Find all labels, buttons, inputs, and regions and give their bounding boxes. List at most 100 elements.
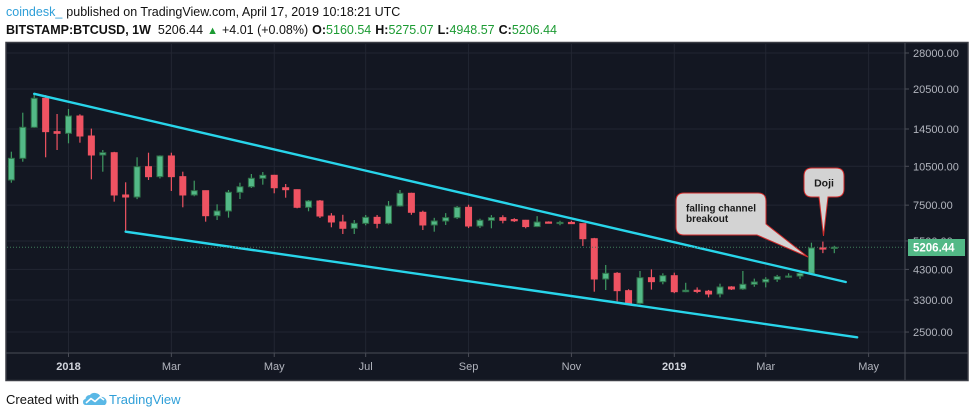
candle-up (533, 216, 541, 228)
candle-down (693, 287, 701, 294)
close-value: 5206.44 (511, 23, 558, 37)
candle-down (373, 214, 381, 229)
candle-body (499, 217, 507, 221)
candle-body (19, 126, 27, 159)
last-price: 5206.44 (157, 23, 204, 37)
candle-down (339, 214, 347, 234)
grid (7, 44, 905, 353)
price-axis-label: 20500.00 (913, 84, 959, 96)
callout-doji: Doji (803, 167, 845, 237)
candle-down (579, 223, 587, 246)
candle-body (785, 275, 793, 278)
candle-up (682, 282, 690, 293)
candle-up (30, 93, 38, 128)
candle-down (590, 237, 598, 292)
last-price-tag: 5206.44 (908, 239, 965, 256)
candle-body (773, 276, 781, 280)
price-change: +4.01 (+0.08%) (221, 23, 309, 37)
candle-body (579, 223, 587, 240)
candle-up (636, 270, 644, 305)
symbol-label: BITSTAMP:BTCUSD, 1W (6, 23, 151, 37)
candle-body (76, 115, 84, 137)
candle-body (305, 200, 313, 208)
candle-body (750, 281, 758, 285)
candle-body (602, 272, 610, 280)
candle-body (236, 186, 244, 193)
candle-body (705, 290, 713, 295)
chart: falling channel breakout Doji 28000.00 20… (5, 41, 969, 382)
candle-body (202, 190, 210, 217)
candle-down (293, 189, 301, 209)
candle-up (259, 172, 267, 185)
candle-body (762, 278, 770, 283)
candle-body (270, 174, 278, 189)
callout-text-line-2: breakout (686, 214, 729, 225)
candle-body (659, 275, 667, 283)
publish-text: published on TradingView.com, April 17, … (66, 5, 401, 19)
candle-body (625, 290, 633, 304)
candle-up (350, 220, 358, 234)
last-price-tag-label: 5206.44 (913, 243, 955, 255)
candle-body (293, 189, 301, 208)
tradingview-logo-icon[interactable] (82, 392, 107, 406)
high-label: H: (375, 23, 389, 37)
candle-up (7, 151, 15, 183)
time-axis-label: Mar (162, 361, 181, 373)
candle-down (419, 210, 427, 231)
callout-text-line-1: falling channel (686, 204, 756, 215)
symbol-info: BITSTAMP:BTCUSD, 1W 5206.44 +4.01 (+0.08%)… (6, 22, 557, 39)
candle-body (282, 187, 290, 191)
price-axis: 28000.00 20500.00 14500.00 10500.00 7500.00 5… (905, 48, 959, 339)
time-axis: 2018 Mar May Jul Sep Nov 2019 Mar May (56, 353, 879, 373)
candle-body (327, 215, 335, 223)
candle-up (213, 204, 221, 221)
price-axis-label: 10500.00 (913, 161, 959, 173)
time-axis-label: 2018 (56, 361, 80, 373)
price-axis-label: 4300.00 (913, 264, 953, 276)
candle-body (373, 216, 381, 224)
candle-up (602, 264, 610, 290)
price-axis-label: 3300.00 (913, 295, 953, 307)
candle-body (190, 190, 198, 196)
candle-body (133, 166, 141, 198)
candle-body (407, 192, 415, 213)
publish-info: coindesk_ published on TradingView.com, A… (6, 4, 400, 20)
candle-body (430, 220, 438, 226)
author-link[interactable]: coindesk_ (6, 5, 63, 19)
candle-body (213, 210, 221, 217)
candle-body (225, 191, 233, 212)
candle-body (65, 115, 72, 134)
candle-down (167, 152, 175, 191)
candle-down (727, 286, 735, 290)
candle-body (716, 286, 724, 295)
candle-down (647, 269, 655, 290)
candle-body (796, 272, 804, 277)
candle-up (785, 273, 793, 278)
up-triangle-icon (207, 23, 218, 39)
time-axis-label: 2019 (662, 361, 686, 373)
lower-channel-line (124, 230, 859, 339)
price-axis-label: 14500.00 (913, 124, 959, 136)
candles (7, 93, 838, 306)
chart-frame (5, 41, 969, 382)
tradingview-link[interactable]: TradingView (108, 391, 181, 407)
channel-lines (33, 92, 859, 339)
candle-body (179, 176, 187, 196)
candle-up (305, 200, 313, 212)
candle-body (99, 152, 107, 156)
candle-up (716, 283, 724, 298)
candle-body (613, 272, 621, 292)
candle-body (42, 97, 50, 133)
candle-up (442, 213, 450, 225)
callout-falling-channel-breakout: falling channel breakout (675, 192, 809, 258)
candle-up (362, 214, 370, 226)
candle-body (247, 177, 255, 188)
candle-down (145, 152, 153, 180)
open-value: 5160.54 (326, 23, 372, 37)
low-value: 4948.57 (449, 23, 495, 37)
candle-up (385, 201, 393, 225)
candle-body (567, 221, 575, 225)
candle-body (453, 206, 461, 219)
candle-up (773, 274, 781, 282)
candle-body (442, 217, 450, 222)
